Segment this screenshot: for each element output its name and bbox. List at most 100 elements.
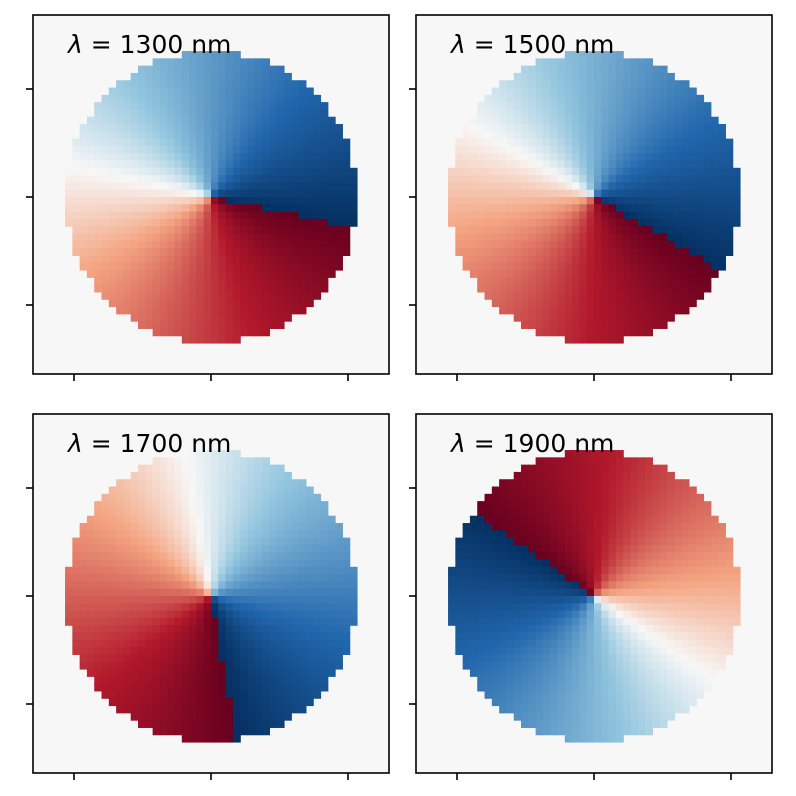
phase-cell (681, 182, 690, 191)
phase-cell (608, 145, 617, 154)
phase-cell (247, 102, 256, 111)
phase-cell (101, 269, 110, 278)
phase-cell (254, 676, 263, 685)
phase-cell (674, 479, 683, 488)
phase-cell (623, 80, 632, 89)
phase-cell (594, 226, 602, 235)
phase-cell (79, 625, 88, 634)
phase-cell (542, 240, 551, 249)
phase-cell (240, 676, 249, 685)
phase-cell (542, 291, 551, 300)
phase-cell (448, 182, 456, 191)
phase-cell (225, 124, 234, 132)
phase-cell (506, 632, 515, 641)
phase-cell (225, 676, 234, 685)
phase-cell (108, 218, 117, 227)
phase-cell (159, 284, 168, 293)
phase-cell (710, 189, 719, 198)
phase-cell (145, 197, 154, 205)
phase-cell (159, 72, 168, 81)
phase-cell (615, 501, 624, 510)
phase-cell (232, 313, 241, 322)
phase-cell (291, 284, 300, 293)
phase-cell (196, 559, 205, 568)
phase-cell (666, 80, 675, 89)
phase-cell (225, 552, 234, 561)
phase-cell (203, 138, 212, 147)
phase-cell (298, 698, 307, 707)
phase-cell (276, 145, 285, 154)
phase-cell (521, 80, 529, 89)
phase-cell (513, 603, 522, 612)
phase-cell (72, 632, 81, 641)
phase-cell (579, 58, 588, 67)
phase-cell (247, 182, 256, 191)
phase-cell (262, 65, 270, 74)
phase-cell (462, 240, 471, 249)
phase-cell (681, 102, 690, 111)
phase-cell (586, 552, 595, 561)
phase-cell (291, 552, 300, 561)
phase-cell (535, 523, 544, 531)
phase-cell (152, 240, 161, 249)
phase-cell (283, 109, 292, 118)
phase-cell (254, 167, 263, 176)
phase-cell (491, 530, 500, 539)
phase-cell (491, 233, 500, 242)
phase-cell (637, 131, 646, 140)
phase-cell (254, 537, 263, 546)
phase-cell (174, 596, 183, 604)
phase-cell (659, 65, 668, 74)
phase-cell (298, 493, 307, 502)
phase-cell (218, 226, 227, 235)
phase-cell (138, 523, 146, 531)
phase-cell (72, 581, 81, 590)
phase-cell (455, 625, 464, 634)
phase-cell (335, 218, 343, 227)
phase-cell (469, 610, 478, 619)
phase-cell (586, 610, 595, 619)
phase-cell (615, 493, 624, 502)
phase-cell (159, 457, 168, 466)
phase-cell (94, 639, 103, 648)
phase-cell (211, 661, 219, 670)
phase-cell (218, 647, 227, 655)
phase-cell (189, 240, 198, 249)
phase-cell (506, 145, 515, 154)
phase-cell (269, 80, 278, 89)
phase-cell (313, 676, 322, 685)
phase-cell (572, 328, 581, 337)
phase-cell (254, 552, 263, 561)
phase-cell (499, 588, 508, 597)
phase-cell (601, 654, 610, 663)
phase-cell (477, 269, 486, 278)
phase-cell (674, 306, 683, 315)
phase-cell (608, 450, 617, 458)
phase-cell (159, 306, 168, 315)
phase-cell (586, 596, 595, 604)
phase-cell (174, 464, 183, 473)
phase-cell (225, 240, 234, 249)
phase-cell (218, 80, 227, 89)
phase-cell (181, 596, 190, 604)
phase-cell (513, 566, 522, 575)
phase-cell (513, 632, 522, 641)
phase-cell (674, 508, 683, 517)
phase-cell (276, 705, 285, 714)
phase-cell (535, 102, 544, 111)
phase-cell (637, 596, 646, 604)
phase-cell (269, 145, 278, 154)
phase-cell (94, 625, 103, 634)
phase-cell (645, 508, 653, 517)
phase-cell (572, 530, 581, 539)
phase-cell (586, 197, 595, 205)
phase-cell (652, 683, 661, 692)
phase-cell (283, 596, 292, 604)
phase-cell (196, 625, 205, 634)
phase-cell (262, 574, 270, 583)
phase-cell (542, 248, 551, 256)
phase-cell (72, 160, 81, 169)
phase-cell (645, 705, 653, 714)
phase-cell (101, 559, 110, 568)
phase-cell (225, 530, 234, 539)
